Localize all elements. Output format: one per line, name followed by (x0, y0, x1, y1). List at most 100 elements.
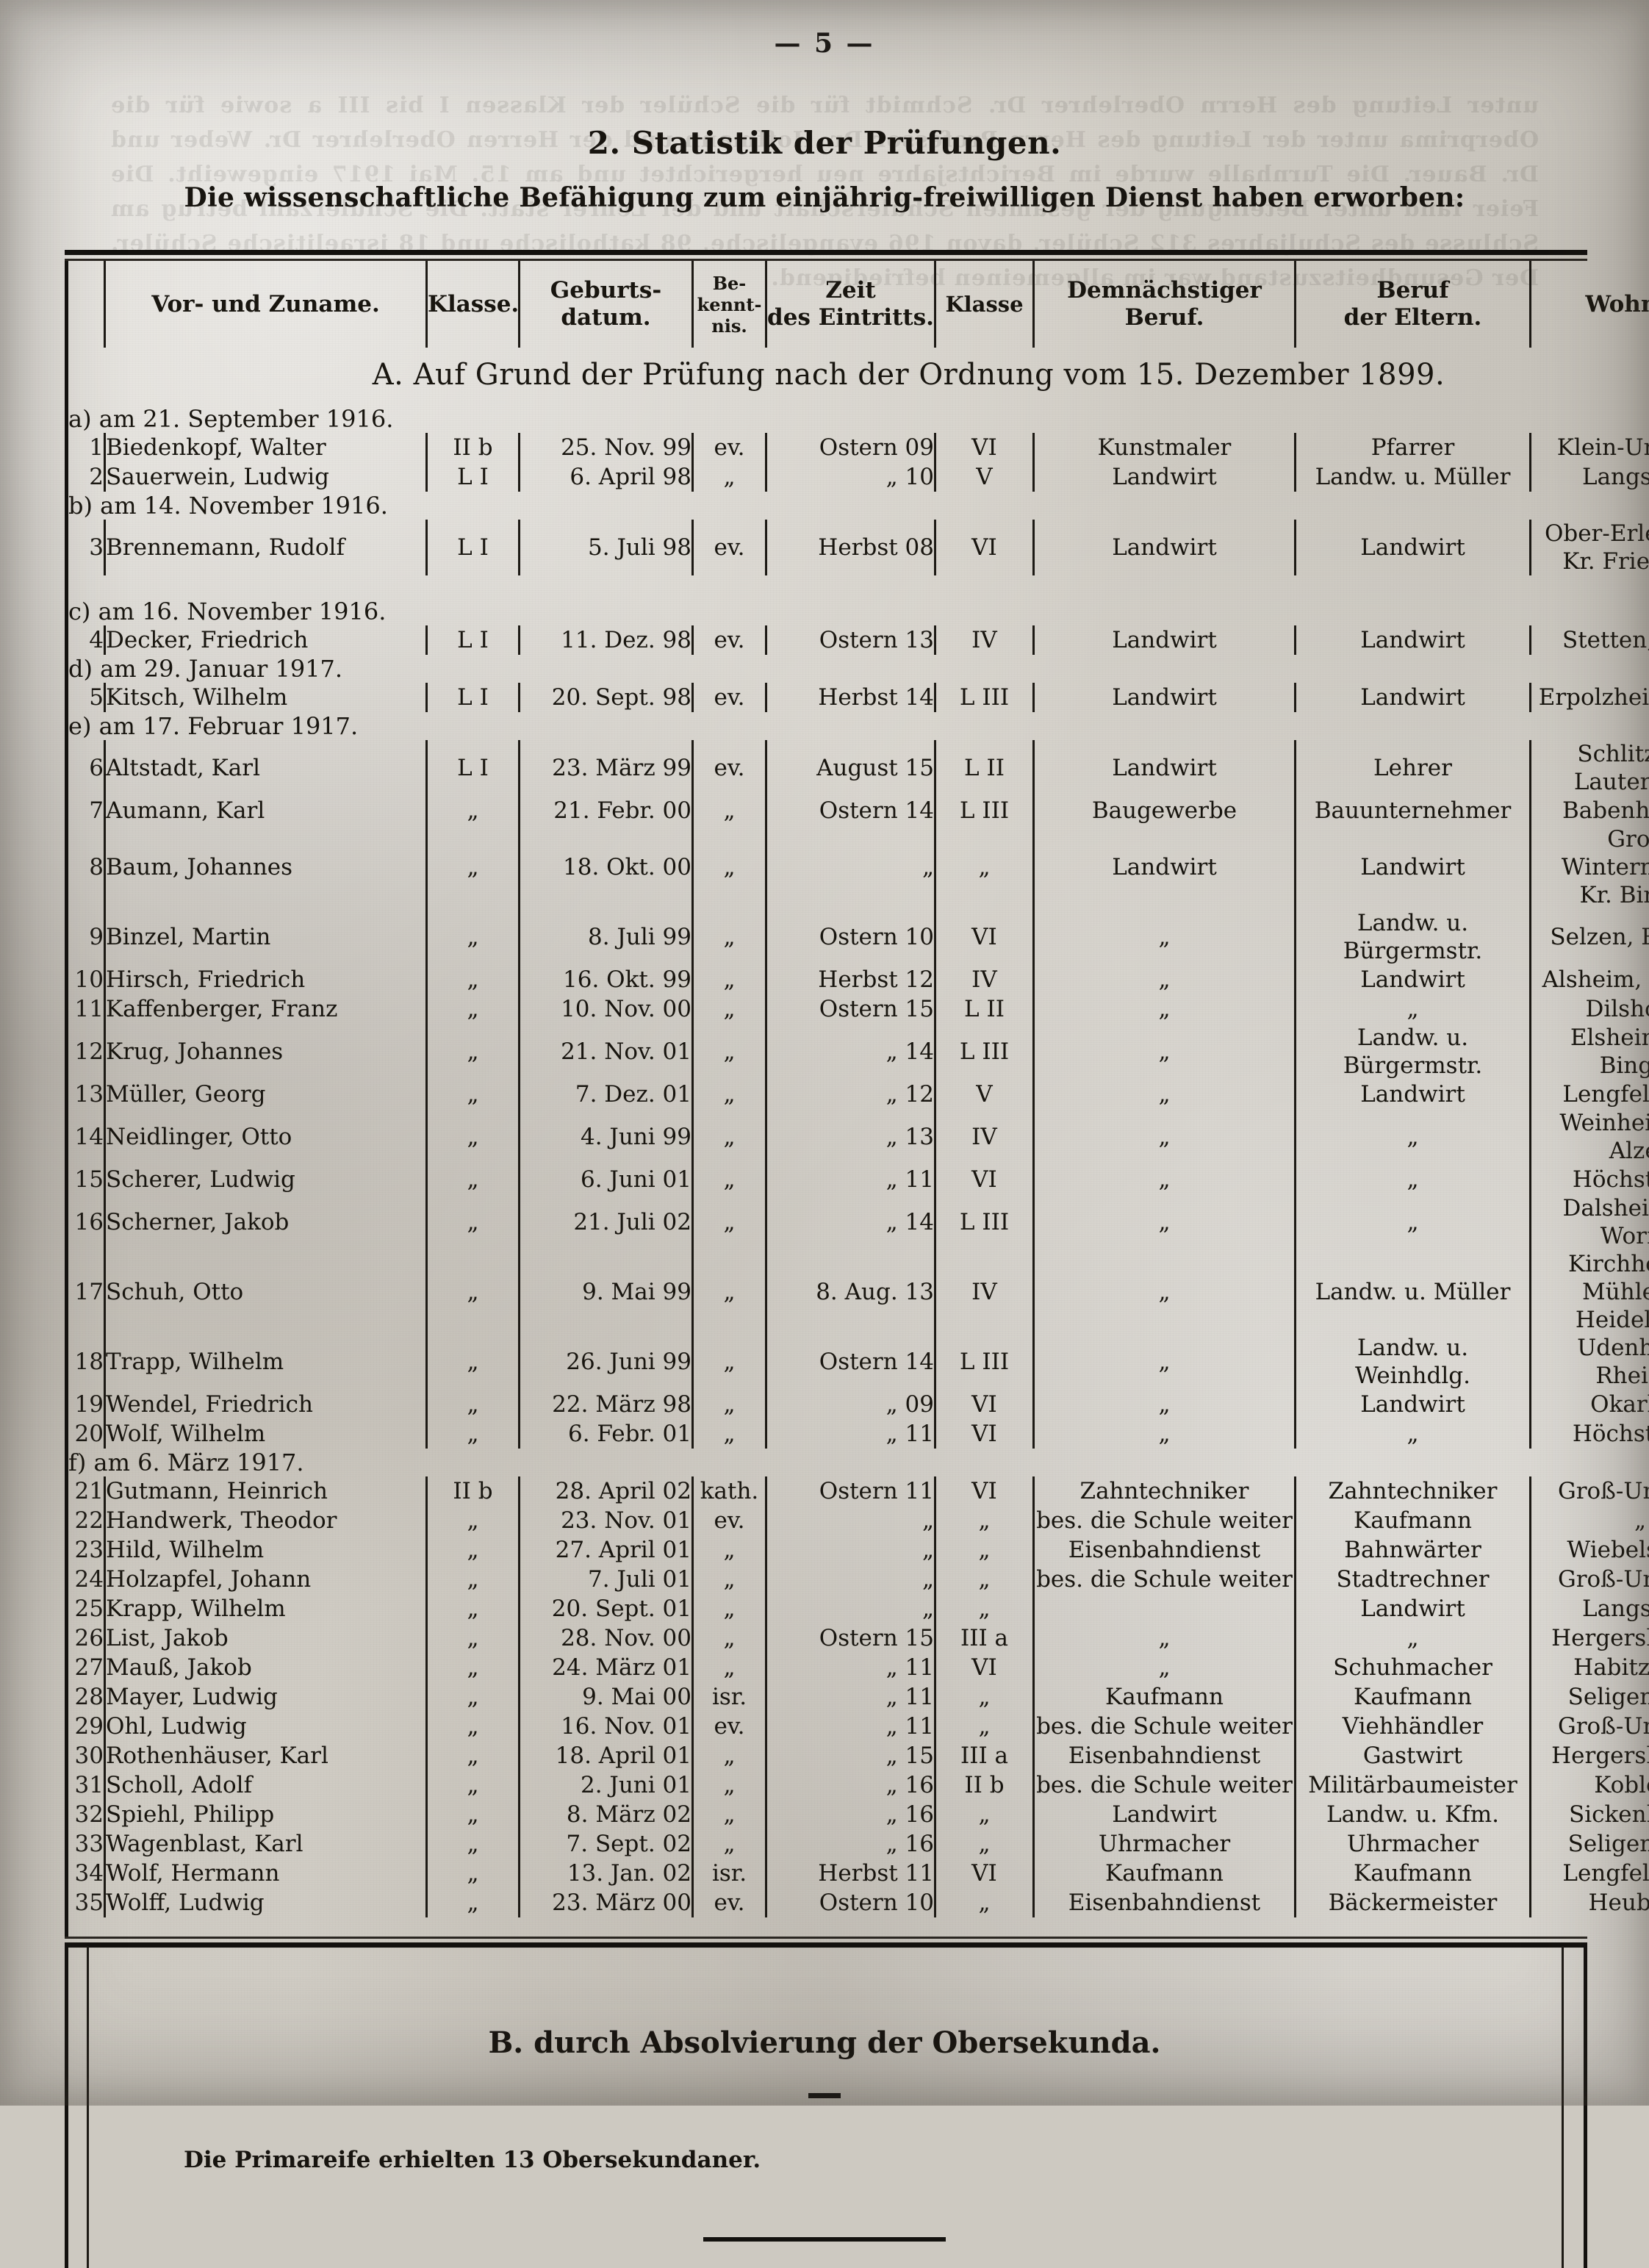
future-profession: Landwirt (1034, 462, 1296, 492)
confession: „ (693, 1250, 766, 1334)
row-number: 8 (67, 825, 105, 909)
table-spacer-row (67, 392, 1649, 405)
parent-profession: Lehrer (1296, 740, 1531, 796)
student-name: Neidlinger, Otto (105, 1109, 427, 1165)
entry-class: L III (935, 1194, 1034, 1250)
subsection-heading-d: d) am 29. Januar 1917. (67, 655, 1649, 683)
future-profession: Kunstmaler (1034, 433, 1296, 462)
confession: isr. (693, 1682, 766, 1712)
student-name: Wolf, Wilhelm (105, 1419, 427, 1449)
student-name: Kitsch, Wilhelm (105, 683, 427, 712)
student-class: II b (427, 433, 520, 462)
residence: Dalsheim, Kr. Worms (1531, 1194, 1649, 1250)
row-number: 4 (67, 625, 105, 655)
table-header-row: Vor- und Zuname. Klasse. Geburts- datum.… (67, 261, 1649, 348)
future-profession: Landwirt (1034, 740, 1296, 796)
student-class: „ (427, 1594, 520, 1623)
bottom-divider (703, 2237, 946, 2242)
student-name: Rothenhäuser, Karl (105, 1741, 427, 1770)
confession: ev. (693, 683, 766, 712)
confession: „ (693, 1829, 766, 1859)
entry-time: 8. Aug. 13 (766, 1250, 935, 1334)
birth-date: 16. Okt. 99 (520, 965, 693, 994)
subsection-heading-b: b) am 14. November 1916. (67, 492, 1649, 520)
confession: „ (693, 1653, 766, 1682)
student-class: L I (427, 462, 520, 492)
future-profession: Landwirt (1034, 825, 1296, 909)
residence: Seligenstadt (1531, 1682, 1649, 1712)
future-profession: „ (1034, 1419, 1296, 1449)
confession: „ (693, 1419, 766, 1449)
confession: ev. (693, 520, 766, 575)
student-class: „ (427, 965, 520, 994)
birth-date: 26. Juni 99 (520, 1334, 693, 1390)
statistics-table: Vor- und Zuname. Klasse. Geburts- datum.… (65, 261, 1649, 1937)
entry-time: „ 12 (766, 1080, 935, 1109)
entry-class: III a (935, 1623, 1034, 1653)
row-number: 26 (67, 1623, 105, 1653)
birth-date: 9. Mai 00 (520, 1682, 693, 1712)
student-class: „ (427, 1419, 520, 1449)
row-number: 2 (67, 462, 105, 492)
entry-class: VI (935, 1653, 1034, 1682)
student-name: Scherer, Ludwig (105, 1165, 427, 1194)
frame-line-right-outer (1584, 1946, 1587, 2268)
parent-profession: Bäckermeister (1296, 1888, 1531, 1917)
entry-time: „ 15 (766, 1741, 935, 1770)
table-spacer-row (67, 348, 1649, 358)
page-title: 2. Statistik der Prüfungen. (0, 125, 1649, 161)
birth-date: 28. April 02 (520, 1476, 693, 1506)
futurejob-line1: Demnächstiger (1067, 277, 1262, 304)
future-profession: „ (1034, 1250, 1296, 1334)
birth-date: 23. März 99 (520, 740, 693, 796)
student-name: Aumann, Karl (105, 796, 427, 825)
birth-date: 7. Juli 01 (520, 1565, 693, 1594)
entry-time: Ostern 09 (766, 433, 935, 462)
entry-class: VI (935, 1390, 1034, 1419)
birth-date: 18. April 01 (520, 1741, 693, 1770)
entrytime-line2: des Eintritts. (767, 304, 934, 331)
row-number: 9 (67, 909, 105, 965)
row-number: 35 (67, 1888, 105, 1917)
confession: ev. (693, 1506, 766, 1535)
entry-class: „ (935, 1565, 1034, 1594)
section-heading-b: B. durch Absolvierung der Obersekunda. (0, 2025, 1649, 2060)
residence: Heubach (1531, 1888, 1649, 1917)
parent-profession: Landw. u. Kfm. (1296, 1800, 1531, 1829)
parentjob-line2: der Eltern. (1344, 304, 1482, 331)
parent-profession: Landwirt (1296, 520, 1531, 575)
parent-profession: Pfarrer (1296, 433, 1531, 462)
entry-time: „ 16 (766, 1770, 935, 1800)
confession: „ (693, 1741, 766, 1770)
future-profession: bes. die Schule weiter (1034, 1770, 1296, 1800)
birth-date: 22. März 98 (520, 1390, 693, 1419)
frame-line-right-inner (1562, 1946, 1564, 2268)
parent-profession: Zahntechniker (1296, 1476, 1531, 1506)
residence: Babenhausen (1531, 796, 1649, 825)
page-subtitle: Die wissenschaftliche Befähigung zum ein… (0, 182, 1649, 213)
residence: Schlitz, Kr. Lauterbach (1531, 740, 1649, 796)
row-number: 13 (67, 1080, 105, 1109)
subsection-heading-f: f) am 6. März 1917. (67, 1449, 1649, 1476)
entry-class: „ (935, 1594, 1034, 1623)
table-bottom-rule-thick (65, 1942, 1587, 1948)
student-name: Wolff, Ludwig (105, 1888, 427, 1917)
entry-class: „ (935, 1682, 1034, 1712)
birth-date: 10. Nov. 00 (520, 994, 693, 1024)
col-header-entrytime: Zeit des Eintritts. (766, 261, 935, 348)
student-class: „ (427, 1888, 520, 1917)
future-profession: „ (1034, 965, 1296, 994)
entry-time: Herbst 11 (766, 1859, 935, 1888)
future-profession: „ (1034, 1390, 1296, 1419)
